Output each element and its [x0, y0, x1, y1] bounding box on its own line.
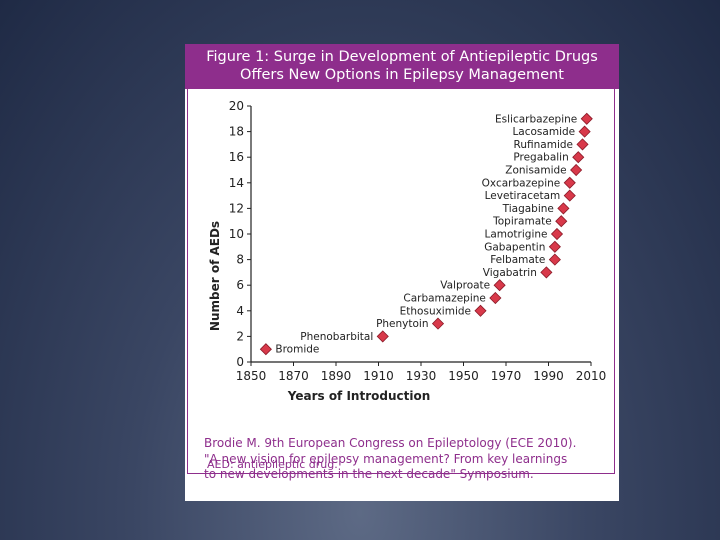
data-point-label: Topiramate	[492, 216, 552, 228]
x-axis-title: Years of Introduction	[287, 389, 431, 403]
x-tick-label: 1910	[363, 369, 394, 383]
x-tick-label: 1930	[406, 369, 437, 383]
y-tick-label: 16	[229, 150, 244, 164]
data-point-marker	[563, 189, 576, 202]
data-point-marker	[259, 343, 272, 356]
y-tick-label: 6	[236, 278, 244, 292]
data-point-label: Valproate	[440, 280, 490, 292]
data-point-label: Gabapentin	[484, 241, 545, 253]
x-tick-label: 1890	[321, 369, 352, 383]
data-point-label: Carbamazepine	[403, 293, 486, 305]
figure-frame: 0 2 4 6 8 10 12 14 16 18 20 1850 1870 1890 1910 1930 195…	[187, 89, 615, 474]
x-tick-label: 2010	[576, 369, 607, 383]
data-point-marker	[570, 163, 583, 177]
aed-scatter-chart: 0 2 4 6 8 10 12 14 16 18 20 1850 1870 1890 1910 1930 195…	[208, 99, 607, 403]
data-point-marker	[376, 330, 389, 343]
y-tick-label: 2	[236, 329, 244, 343]
data-point-marker	[493, 279, 506, 292]
data-point-marker	[474, 304, 487, 317]
y-tick-label: 20	[229, 99, 244, 113]
y-axis-title: Number of AEDs	[208, 221, 222, 331]
data-point-label: Lamotrigine	[485, 229, 548, 241]
data-point-marker	[548, 240, 561, 253]
y-tick-label: 18	[229, 125, 244, 139]
data-point-marker	[576, 138, 589, 151]
data-point-marker	[489, 291, 502, 305]
x-tick-label: 1870	[278, 369, 309, 383]
data-point-marker	[431, 317, 445, 330]
data-point-marker	[563, 176, 576, 189]
data-point-label: Bromide	[275, 344, 319, 356]
data-point-marker	[580, 112, 593, 125]
figure-title-line1: Figure 1: Surge in Development of Antiep…	[206, 49, 598, 65]
citation-line2: "A new vision for epilepsy management? F…	[204, 451, 568, 466]
citation: Brodie M. 9th European Congress on Epile…	[204, 436, 614, 483]
data-point-label: Tiagabine	[502, 203, 554, 215]
data-point-label: Phenytoin	[376, 318, 428, 330]
x-tick-label: 1990	[533, 369, 564, 383]
data-point-label: Eslicarbazepine	[495, 113, 577, 125]
x-tick-label: 1970	[491, 369, 522, 383]
data-point-label: Pregabalin	[513, 152, 568, 164]
data-point-label: Phenobarbital	[300, 331, 373, 343]
data-point-marker	[548, 253, 561, 266]
y-tick-label: 0	[236, 355, 244, 369]
data-point-label: Ethosuximide	[400, 305, 471, 317]
data-point-marker	[550, 227, 564, 241]
figure-header: Figure 1: Surge in Development of Antiep…	[185, 44, 619, 89]
y-tick-label: 8	[236, 253, 244, 267]
y-tick-label: 12	[229, 201, 244, 215]
y-tick-label: 14	[229, 176, 244, 190]
citation-line3: to new developments in the next decade" …	[204, 467, 534, 481]
data-point-label: Lacosamide	[512, 126, 575, 138]
citation-line1: Brodie M. 9th European Congress on Epile…	[204, 436, 577, 450]
data-point-marker	[555, 215, 568, 228]
data-point-marker	[557, 202, 570, 215]
data-point-label: Levetiracetam	[485, 190, 561, 202]
data-point-marker	[540, 266, 553, 279]
data-point-label: Vigabatrin	[483, 267, 537, 279]
data-point-label: Felbamate	[490, 254, 545, 266]
y-tick-label: 10	[229, 227, 244, 241]
figure-title-line2: Offers New Options in Epilepsy Managemen…	[240, 67, 564, 83]
y-tick-label: 4	[236, 304, 244, 318]
footnote: AED: antiepileptic drug.	[207, 458, 338, 471]
x-tick-label: 1950	[448, 369, 479, 383]
data-point-label: Oxcarbazepine	[482, 177, 561, 189]
data-point-label: Zonisamide	[505, 165, 566, 177]
figure-card: Figure 1: Surge in Development of Antiep…	[185, 44, 619, 501]
data-point-label: Rufinamide	[514, 139, 573, 151]
x-tick-label: 1850	[236, 369, 267, 383]
data-point-marker	[572, 151, 585, 164]
data-point-marker	[578, 125, 591, 138]
